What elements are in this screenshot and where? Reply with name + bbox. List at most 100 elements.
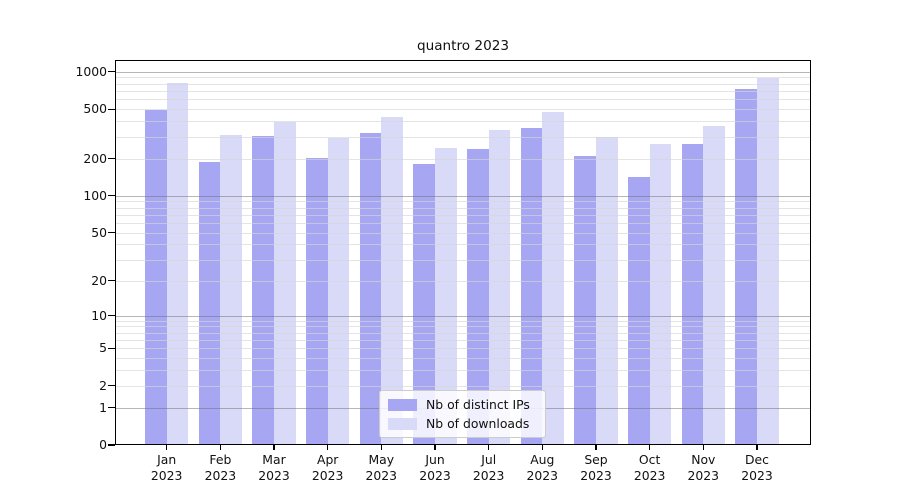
major-gridline: [115, 71, 811, 73]
minor-gridline: [115, 385, 811, 387]
minor-gridline: [115, 201, 811, 203]
x-axis-tick-label: Aug 2023: [510, 452, 574, 484]
x-tick-mark: [756, 445, 758, 450]
y-axis-tick-label: 20: [91, 272, 107, 288]
y-axis-tick-label: 50: [91, 224, 107, 240]
bar-downloads: [488, 129, 511, 445]
x-label-year: 2023: [580, 468, 612, 483]
x-label-year: 2023: [204, 468, 237, 483]
plot-area: [115, 60, 811, 445]
y-axis-tick-label: 10: [91, 307, 107, 323]
x-axis-tick-label: Apr 2023: [296, 452, 360, 484]
y-tick-mark: [108, 157, 115, 160]
y-axis-tick-label: 1: [99, 399, 107, 415]
minor-gridline: [115, 121, 811, 123]
y-axis-tick-label: 200: [83, 150, 107, 166]
x-label-month: Aug: [530, 452, 555, 467]
legend-label: Nb of downloads: [426, 415, 530, 431]
bar-downloads: [649, 144, 672, 445]
minor-gridline: [115, 280, 811, 282]
minor-gridline: [115, 358, 811, 359]
y-tick-mark: [108, 279, 115, 282]
bar-distinct-ips: [574, 156, 596, 445]
x-tick-mark: [219, 445, 221, 450]
x-label-month: Jun: [425, 452, 445, 467]
bar-downloads: [274, 122, 296, 445]
minor-gridline: [115, 109, 811, 111]
x-axis-tick-label: Feb 2023: [188, 452, 252, 484]
x-label-month: Jul: [481, 452, 497, 467]
minor-gridline: [115, 83, 811, 85]
x-label-year: 2023: [526, 468, 559, 483]
minor-gridline: [115, 158, 811, 160]
x-label-month: Oct: [638, 452, 661, 467]
major-gridline: [115, 315, 811, 317]
minor-gridline: [115, 77, 811, 79]
x-tick-mark: [488, 445, 490, 450]
bar-downloads: [757, 77, 779, 445]
y-axis-tick-label: 5: [99, 340, 107, 356]
y-tick-mark: [108, 231, 115, 234]
y-tick-mark: [108, 108, 115, 110]
x-label-month: Mar: [262, 452, 286, 467]
legend-swatch-downloads: [388, 417, 417, 430]
x-tick-mark: [166, 445, 168, 450]
x-label-month: Sep: [584, 452, 608, 467]
x-axis-tick-label: Sep 2023: [564, 452, 628, 484]
x-label-year: 2023: [150, 468, 183, 483]
x-tick-mark: [541, 445, 543, 450]
y-axis-tick-label: 1000: [75, 63, 107, 79]
x-label-year: 2023: [741, 468, 773, 483]
x-tick-mark: [273, 445, 275, 450]
bar-distinct-ips: [305, 157, 328, 445]
x-axis-tick-label: Nov 2023: [671, 452, 735, 484]
x-label-month: Apr: [316, 452, 339, 467]
bar-distinct-ips: [413, 164, 435, 445]
bar-downloads: [703, 125, 726, 445]
minor-gridline: [115, 244, 811, 246]
x-tick-mark: [649, 445, 651, 450]
minor-gridline: [115, 348, 811, 350]
x-axis-tick-label: May 2023: [349, 452, 413, 484]
x-axis-tick-label: Oct 2023: [618, 452, 682, 484]
minor-gridline: [115, 370, 811, 372]
y-tick-mark: [108, 406, 115, 409]
x-tick-mark: [595, 445, 597, 450]
x-label-year: 2023: [472, 468, 505, 483]
x-label-month: Feb: [209, 452, 232, 467]
bar-distinct-ips: [681, 144, 704, 445]
x-tick-mark: [702, 445, 704, 450]
legend-entry: Nb of downloads: [388, 415, 537, 431]
major-gridline: [115, 195, 811, 197]
legend-label: Nb of distinct IPs: [426, 396, 530, 412]
bar-distinct-ips: [198, 162, 221, 445]
x-label-month: Nov: [691, 452, 716, 467]
x-label-month: May: [368, 452, 395, 467]
bar-distinct-ips: [627, 176, 650, 445]
bar-downloads: [542, 112, 565, 445]
y-tick-mark: [108, 314, 115, 317]
x-axis-tick-label: Jul 2023: [457, 452, 521, 484]
minor-gridline: [115, 207, 811, 209]
x-label-year: 2023: [365, 468, 398, 483]
x-label-month: Jan: [157, 452, 177, 467]
x-label-year: 2023: [419, 468, 451, 483]
minor-gridline: [115, 232, 811, 234]
x-tick-mark: [327, 445, 329, 450]
bar-distinct-ips: [520, 128, 543, 445]
minor-gridline: [115, 99, 811, 101]
bar-downloads: [220, 134, 243, 445]
y-axis-tick-label: 2: [99, 377, 107, 393]
bar-downloads: [166, 83, 189, 445]
minor-gridline: [115, 136, 811, 138]
bar-distinct-ips: [359, 132, 382, 445]
minor-gridline: [115, 91, 811, 92]
x-axis-tick-label: Jan 2023: [135, 452, 199, 484]
x-tick-mark: [380, 445, 382, 450]
bar-downloads: [596, 137, 618, 445]
x-tick-mark: [434, 445, 436, 450]
bar-downloads: [327, 138, 350, 445]
minor-gridline: [115, 320, 811, 322]
x-label-year: 2023: [311, 468, 344, 483]
